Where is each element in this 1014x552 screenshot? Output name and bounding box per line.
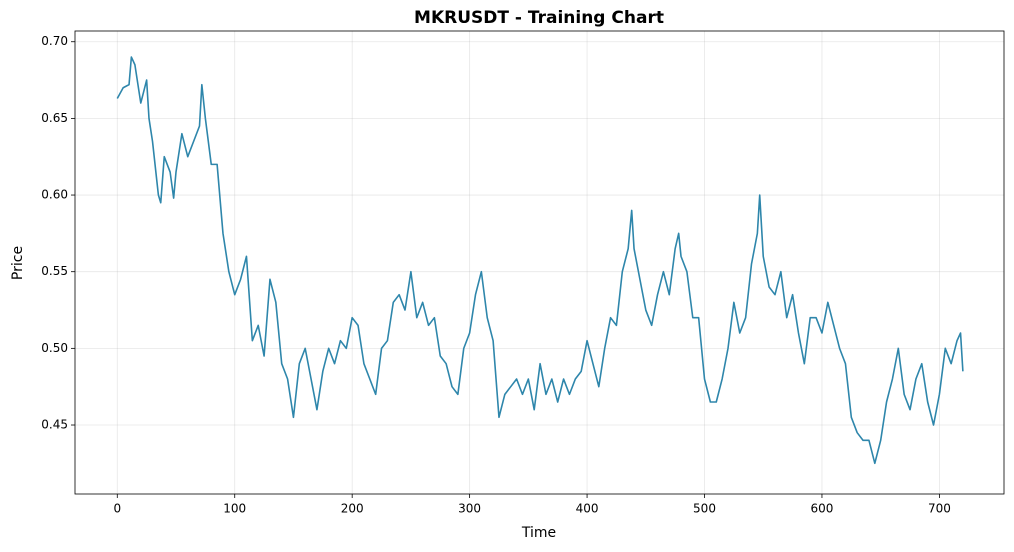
x-tick-label: 200 [341, 502, 364, 516]
x-tick-label: 300 [458, 502, 481, 516]
y-tick-label: 0.65 [41, 111, 68, 125]
x-tick-label: 0 [113, 502, 121, 516]
x-tick-label: 700 [928, 502, 951, 516]
x-axis-label: Time [521, 525, 556, 541]
chart-title: MKRUSDT - Training Chart [414, 8, 664, 28]
y-tick-label: 0.45 [41, 418, 68, 432]
x-tick-label: 500 [693, 502, 716, 516]
x-tick-label: 100 [223, 502, 246, 516]
y-tick-label: 0.50 [41, 341, 68, 355]
y-tick-label: 0.55 [41, 264, 68, 278]
plot-frame [74, 30, 1005, 495]
y-axis-label: Price [10, 246, 26, 280]
price-line [116, 56, 964, 465]
x-tick-label: 400 [576, 502, 599, 516]
y-tick-label: 0.70 [41, 34, 68, 48]
x-tick-label: 600 [811, 502, 834, 516]
y-tick-label: 0.60 [41, 188, 68, 202]
